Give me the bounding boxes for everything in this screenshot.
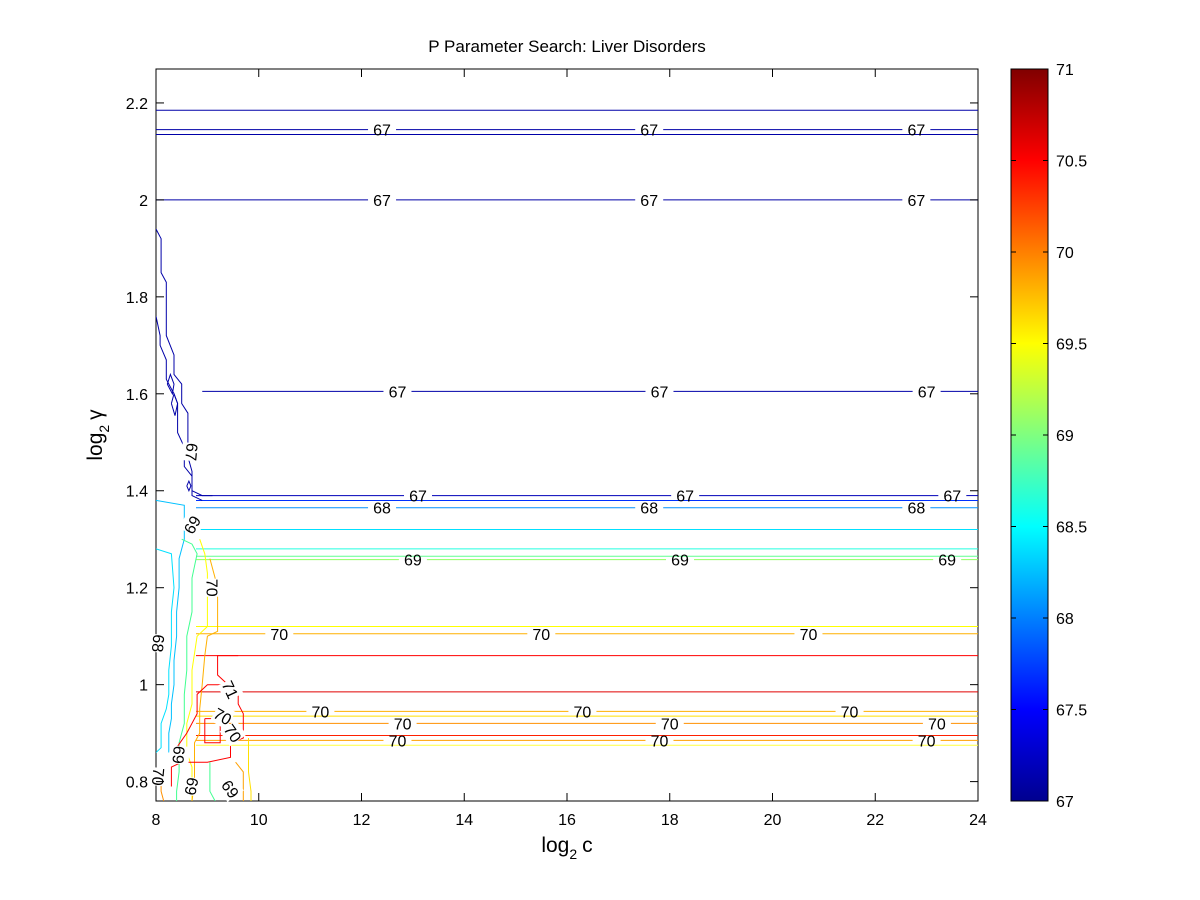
x-tick-label: 24 (969, 812, 987, 829)
contour-label: 67 (373, 123, 391, 140)
contour-label: 67 (640, 193, 658, 210)
contour-label: 70 (928, 716, 946, 733)
x-tick-label: 14 (455, 812, 473, 829)
contour-label-bg (202, 578, 223, 597)
y-axis-ticks: 0.8 1 1.2 1.4 1.6 1.8 2 2.2 (126, 96, 978, 792)
contour-label: 67 (676, 489, 694, 506)
contour-label: 70 (800, 627, 818, 644)
x-axis-ticks: 8 10 12 14 16 18 20 22 24 (152, 69, 987, 829)
colorbar-tick-label: 70 (1056, 245, 1074, 262)
contour-label-bg (180, 775, 204, 798)
contour-edge-path (156, 548, 175, 753)
x-tick-label: 8 (152, 812, 161, 829)
y-tick-label: 2.2 (126, 96, 148, 113)
contour-label: 70 (394, 716, 412, 733)
chart-title: P Parameter Search: Liver Disorders (428, 37, 705, 56)
contour-label: 69 (671, 553, 689, 570)
plot-area (155, 68, 979, 802)
x-axis-label: log2 c (541, 834, 592, 862)
contour-edge-path (209, 762, 216, 801)
x-tick-label: 10 (250, 812, 268, 829)
contour-edge-path (248, 738, 252, 801)
contour-label: 70 (918, 733, 936, 750)
contour-edge-path (170, 684, 244, 787)
x-tick-label: 12 (353, 812, 371, 829)
x-tick-label: 16 (558, 812, 576, 829)
y-tick-label: 2 (139, 193, 148, 210)
y-axis-label: log2γ (84, 409, 112, 461)
y-tick-label: 1.6 (126, 387, 148, 404)
contour-label: 70 (661, 716, 679, 733)
colorbar (1010, 68, 1049, 802)
contour-label-bg (181, 442, 203, 462)
contour-label: 69 (168, 745, 186, 764)
contour-label: 70 (203, 579, 220, 597)
contour-label: 67 (907, 123, 925, 140)
contour-edge-path (166, 372, 175, 396)
colorbar-tick-label: 68.5 (1056, 520, 1087, 537)
contour-label: 67 (640, 123, 658, 140)
colorbar-tick-label: 69.5 (1056, 337, 1087, 354)
contour-label: 67 (181, 442, 199, 461)
contour-label: 70 (651, 733, 669, 750)
contour-label: 67 (389, 384, 407, 401)
x-tick-label: 18 (661, 812, 679, 829)
colorbar-tick-label: 70.5 (1056, 154, 1087, 171)
contour-label: 70 (210, 706, 234, 730)
contour-label: 67 (907, 193, 925, 210)
contour-label-bg (178, 511, 206, 538)
colorbar-tick-label: 71 (1056, 62, 1074, 79)
contour-label-bg (217, 677, 244, 702)
contour-label: 69 (938, 553, 956, 570)
colorbar-tick-label: 68 (1056, 611, 1074, 628)
contour-label: 69 (181, 513, 205, 537)
contour-label: 69 (181, 776, 201, 797)
x-tick-label: 20 (764, 812, 782, 829)
contour-label-bg (168, 745, 190, 765)
contour-label: 70 (148, 767, 166, 786)
contour-label: 70 (841, 704, 859, 721)
contour-label: 68 (148, 634, 166, 653)
contour-label-bg (209, 703, 236, 730)
contour-label: 71 (218, 678, 241, 701)
contour-label-bg (217, 775, 244, 802)
contour-edge-path (170, 392, 179, 416)
y-tick-label: 0.8 (126, 775, 148, 792)
contour-label: 69 (404, 553, 422, 570)
y-tick-label: 1.8 (126, 290, 148, 307)
colorbar-tick-label: 69 (1056, 428, 1074, 445)
x-tick-label: 22 (866, 812, 884, 829)
contour-label: 67 (373, 193, 391, 210)
contour-edge-path (186, 479, 192, 492)
contour-label: 67 (918, 384, 936, 401)
contour-label: 67 (409, 489, 427, 506)
contour-label: 70 (270, 627, 288, 644)
contour-label-bg (147, 633, 170, 654)
contour-label: 70 (389, 733, 407, 750)
contour-label: 70 (574, 704, 592, 721)
contour-label: 70 (532, 627, 550, 644)
contour-edge-path (235, 761, 244, 801)
contour-label: 67 (651, 384, 669, 401)
contour-label-bg (219, 720, 247, 747)
colorbar-tick-label: 67 (1056, 794, 1074, 811)
y-tick-label: 1.2 (126, 581, 148, 598)
contour-label: 68 (640, 501, 658, 518)
contour-lines (156, 109, 978, 801)
y-tick-label: 1 (139, 678, 148, 695)
contour-label: 70 (312, 704, 330, 721)
y-tick-label: 1.4 (126, 484, 148, 501)
contour-label: 68 (907, 501, 925, 518)
colorbar-ticks: 67 67.5 68 68.5 69 69.5 70 70.5 71 (1011, 62, 1087, 811)
contour-label: 67 (943, 489, 961, 506)
colorbar-tick-label: 67.5 (1056, 703, 1087, 720)
contour-edge-path (156, 499, 185, 753)
contour-edge-path (176, 538, 198, 801)
contour-label: 68 (373, 501, 391, 518)
